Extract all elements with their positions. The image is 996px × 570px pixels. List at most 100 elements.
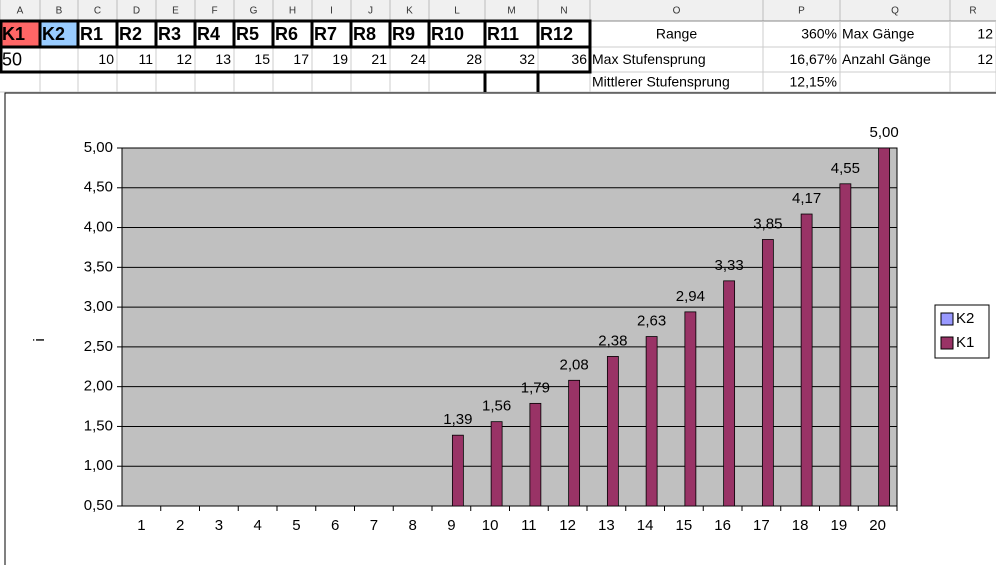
cell-text: R5 — [236, 24, 259, 44]
y-tick-label: 5,00 — [84, 139, 113, 156]
value-label: 3,85 — [753, 215, 782, 232]
cell-text: R7 — [314, 24, 337, 44]
y-tick-label: 2,50 — [84, 338, 113, 355]
cell-fill — [40, 21, 78, 47]
x-tick-label: 15 — [676, 517, 693, 534]
column-letter: F — [211, 6, 217, 17]
cell-text: 17 — [293, 51, 309, 67]
cell-text: R1 — [80, 24, 103, 44]
bar — [568, 379, 581, 507]
x-tick-label: 19 — [831, 517, 848, 534]
cell-fill — [0, 21, 40, 47]
column-letter: Q — [891, 6, 899, 17]
column-letter: D — [133, 6, 140, 17]
y-axis-label: i — [31, 338, 48, 341]
x-tick-label: 17 — [753, 517, 770, 534]
bar — [490, 421, 503, 507]
cell-text: 16,67% — [790, 51, 837, 67]
cell-text: Range — [656, 26, 697, 42]
column-letter: R — [969, 6, 976, 17]
y-tick-label: 4,50 — [84, 179, 113, 196]
x-tick-label: 14 — [637, 517, 654, 534]
value-label: 3,33 — [715, 257, 744, 274]
x-tick-label: 2 — [176, 517, 184, 534]
column-letter: H — [289, 6, 296, 17]
column-letter: J — [368, 6, 373, 17]
value-label: 2,08 — [560, 356, 589, 373]
column-letter: K — [406, 6, 413, 17]
cell-text: R12 — [540, 24, 573, 44]
legend-swatch — [940, 336, 954, 350]
value-label: 2,63 — [637, 313, 666, 330]
plot-area — [121, 147, 898, 507]
column-letter: O — [673, 6, 681, 17]
bar — [839, 183, 852, 507]
value-label: 2,94 — [676, 288, 705, 305]
column-letter: E — [172, 6, 179, 17]
cell-text: 13 — [215, 51, 231, 67]
x-tick-label: 18 — [792, 517, 809, 534]
x-tick-label: 7 — [370, 517, 378, 534]
cell-text: 32 — [519, 51, 535, 67]
cell-text: Max Gänge — [842, 26, 915, 42]
y-tick-label: 1,00 — [84, 457, 113, 474]
value-label: 1,39 — [443, 411, 472, 428]
column-letter: G — [250, 6, 258, 17]
column-letter: P — [798, 6, 805, 17]
bar — [800, 213, 813, 507]
column-letter: M — [507, 6, 515, 17]
column-letter: A — [17, 6, 24, 17]
x-tick-label: 12 — [559, 517, 576, 534]
x-tick-label: 9 — [447, 517, 455, 534]
y-tick-label: 2,00 — [84, 378, 113, 395]
cell-text: 36 — [571, 51, 587, 67]
x-tick-label: 20 — [869, 517, 886, 534]
value-label: 4,55 — [831, 160, 860, 177]
bar — [451, 434, 464, 507]
cell-text: 360% — [801, 26, 837, 42]
y-tick-label: 1,50 — [84, 417, 113, 434]
cell-text: R6 — [275, 24, 298, 44]
bar — [878, 147, 891, 507]
x-tick-label: 1 — [137, 517, 145, 534]
bar — [645, 336, 658, 507]
cell-text: R8 — [353, 24, 376, 44]
x-tick-label: 3 — [215, 517, 223, 534]
value-label: 4,17 — [792, 190, 821, 207]
x-tick-label: 10 — [482, 517, 499, 534]
cell-text: 21 — [371, 51, 387, 67]
x-tick-label: 4 — [253, 517, 261, 534]
x-tick-label: 11 — [521, 517, 537, 534]
cell-text: Max Stufensprung — [592, 51, 706, 67]
y-tick-label: 3,00 — [84, 298, 113, 315]
cell-text: K2 — [42, 24, 65, 44]
value-label: 1,56 — [482, 398, 511, 415]
cell-text: R11 — [487, 24, 519, 44]
x-tick-label: 8 — [408, 517, 416, 534]
cell-text: Mittlerer Stufensprung — [592, 74, 730, 90]
value-label: 1,79 — [521, 379, 550, 396]
column-header-bar — [0, 0, 996, 21]
cell-text: 19 — [332, 51, 348, 67]
bar — [529, 402, 542, 507]
bar — [684, 311, 697, 507]
cell-text: R9 — [392, 24, 415, 44]
x-tick-label: 16 — [714, 517, 731, 534]
cell-text: 12 — [977, 51, 993, 67]
cell-text: K1 — [2, 24, 25, 44]
cell-text: 50 — [2, 49, 22, 69]
column-letter: N — [560, 6, 567, 17]
cell-text: R10 — [431, 24, 464, 44]
value-label: 5,00 — [870, 124, 899, 141]
cell-text: 10 — [98, 51, 114, 67]
legend-swatch — [940, 312, 954, 326]
cell-text: R3 — [158, 24, 181, 44]
cell-text: 28 — [466, 51, 482, 67]
y-tick-label: 4,00 — [84, 219, 113, 236]
cell-text: Anzahl Gänge — [842, 51, 931, 67]
cell-text: 24 — [410, 51, 426, 67]
x-tick-label: 13 — [598, 517, 615, 534]
x-tick-label: 5 — [292, 517, 300, 534]
